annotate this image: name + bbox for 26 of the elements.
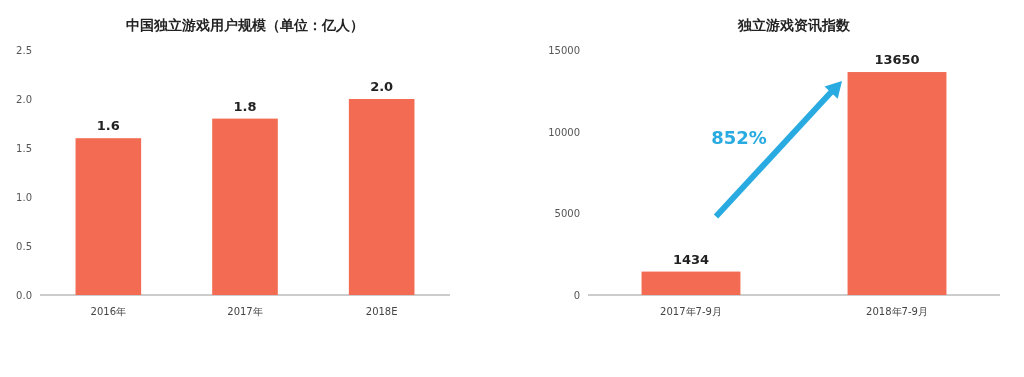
chart-title: 中国独立游戏用户规模（单位：亿人）	[126, 17, 364, 33]
data-label: 1434	[672, 251, 710, 267]
annotation: 852%	[711, 126, 767, 148]
y-tick-label: 5000	[554, 208, 580, 220]
y-tick-label: 0	[573, 290, 580, 301]
text: 2.0	[370, 79, 394, 94]
bar	[212, 118, 278, 295]
y-tick-label: 10000	[548, 126, 580, 138]
y-tick-label: 0.5	[16, 241, 32, 252]
x-tick-label: 2018E	[365, 306, 398, 317]
y-tick-label: 2.5	[16, 45, 32, 56]
x-tick-label: 2016年	[90, 306, 127, 317]
text: 1.8	[233, 98, 257, 114]
data-label: 13650	[874, 52, 920, 68]
y-tick-label: 0.0	[16, 290, 32, 301]
x-tick-label: 2018年7-9月	[866, 306, 928, 317]
bar	[75, 138, 142, 295]
y-tick-label: 1.5	[16, 143, 32, 154]
y-tick-label: 15000	[548, 45, 580, 56]
y-tick-label: 1.0	[16, 192, 32, 203]
text: 1.6	[96, 118, 120, 134]
y-tick-label: 2.0	[16, 94, 32, 105]
bar	[348, 99, 415, 295]
chart-title: 独立游戏资讯指数	[737, 17, 851, 33]
x-tick-label: 2017年	[227, 306, 263, 317]
x-tick-label: 2017年7-9月	[660, 306, 722, 317]
